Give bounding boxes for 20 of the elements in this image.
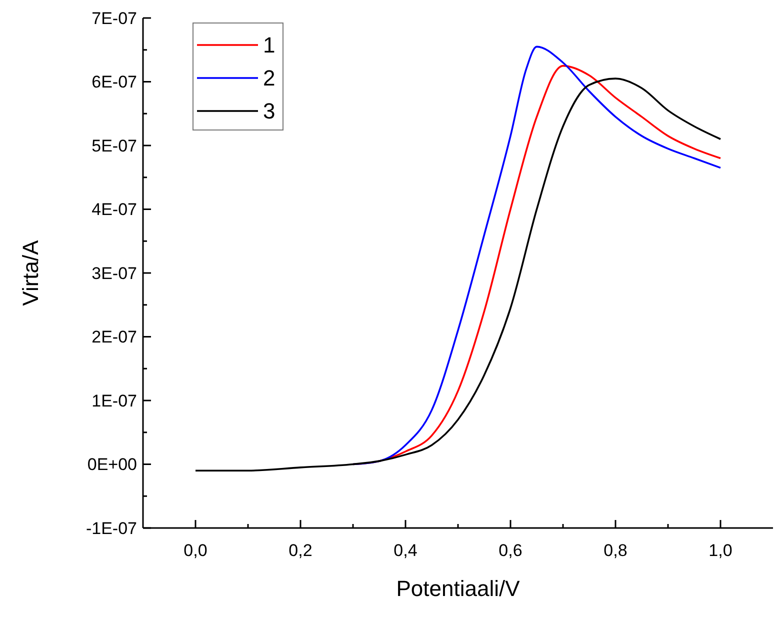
- y-tick-label: 2E-07: [92, 328, 137, 347]
- y-tick-label: 6E-07: [92, 72, 137, 92]
- y-tick-label: 5E-07: [92, 136, 137, 156]
- y-tick-label: 4E-07: [92, 200, 137, 220]
- x-tick-label: 1,0: [708, 541, 732, 560]
- y-tick-label: 0E+00: [87, 455, 137, 474]
- x-tick-label: 0,0: [184, 541, 208, 560]
- y-tick-label: -1E-07: [86, 518, 137, 538]
- x-tick-label: 0,8: [604, 541, 628, 560]
- x-axis-title: Potentiaali/V: [396, 576, 520, 601]
- legend-label: 3: [263, 98, 276, 124]
- y-tick-label: 7E-07: [92, 8, 137, 28]
- x-tick-label: 0,2: [288, 541, 312, 560]
- y-axis-title: Virta/A: [18, 240, 43, 306]
- x-tick-label: 0,6: [498, 541, 522, 560]
- legend-label: 1: [263, 32, 276, 58]
- legend-label: 2: [263, 66, 276, 91]
- y-tick-label: 1E-07: [92, 391, 137, 410]
- x-tick-label: 0,4: [394, 541, 418, 560]
- y-tick-label: 3E-07: [92, 264, 137, 283]
